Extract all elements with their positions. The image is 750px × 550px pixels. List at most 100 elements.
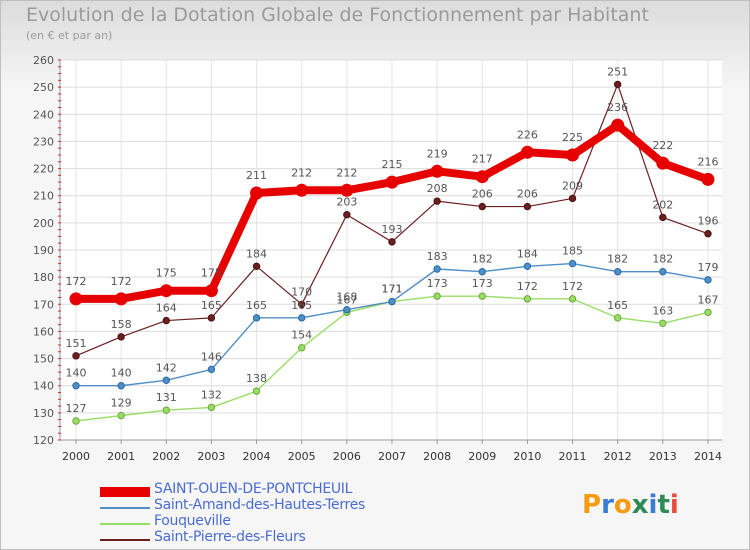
series-point-1: [252, 314, 261, 322]
series-point-1: [298, 314, 306, 322]
data-label-0: 175: [201, 267, 222, 280]
data-label-2: 154: [291, 329, 312, 342]
data-label-0: 175: [156, 267, 177, 280]
data-label-2: 131: [156, 391, 177, 404]
series-point-3: [207, 314, 216, 322]
series-point-3: [613, 80, 622, 89]
y-tick-label: 190: [33, 244, 54, 257]
data-label-0: 236: [607, 101, 628, 114]
x-tick-label: 2001: [107, 450, 135, 463]
x-tick-label: 2000: [62, 450, 90, 463]
logo-letter: t: [657, 490, 670, 520]
y-tick-label: 230: [33, 135, 54, 148]
series-point-2: [613, 314, 622, 322]
data-label-2: 173: [427, 277, 448, 290]
data-label-3: 193: [381, 223, 402, 236]
x-tick-label: 2010: [513, 450, 541, 463]
logo-letter: x: [631, 490, 649, 520]
series-point-3: [704, 230, 712, 238]
series-point-2: [523, 295, 532, 303]
series-point-1: [523, 262, 532, 270]
series-point-1: [704, 276, 712, 284]
data-label-3: 206: [517, 188, 538, 201]
series-point-0: [430, 164, 444, 178]
series-point-1: [659, 268, 667, 276]
legend-label: Saint-Pierre-des-Fleurs: [154, 529, 306, 545]
data-label-1: 171: [381, 283, 402, 296]
data-label-3: 206: [472, 188, 493, 201]
data-label-1: 182: [607, 253, 628, 266]
data-label-1: 140: [111, 367, 132, 380]
data-label-0: 216: [697, 155, 718, 168]
logo-letter: i: [669, 490, 679, 520]
series-point-0: [114, 292, 128, 306]
series-point-2: [478, 292, 486, 300]
y-tick-label: 220: [33, 163, 54, 176]
y-tick-label: 170: [33, 298, 54, 311]
logo-letter: i: [648, 490, 658, 520]
series-point-1: [117, 382, 125, 390]
chart-title: Evolution de la Dotation Globale de Fonc…: [26, 4, 649, 26]
series-point-3: [659, 213, 667, 222]
series-point-0: [159, 284, 173, 298]
data-label-2: 165: [607, 299, 628, 312]
series-point-0: [69, 292, 83, 306]
logo-letter: P: [582, 490, 602, 520]
series-point-2: [659, 319, 667, 327]
legend-swatch: [100, 523, 150, 525]
series-point-1: [478, 268, 486, 276]
data-label-2: 167: [697, 293, 718, 306]
x-tick-label: 2009: [468, 450, 496, 463]
data-label-1: 165: [291, 299, 312, 312]
legend-swatch: [100, 539, 150, 541]
data-label-3: 165: [201, 299, 222, 312]
data-label-3: 184: [246, 247, 267, 260]
proxiti-logo: Proxiti: [582, 490, 679, 520]
y-tick-label: 140: [33, 380, 54, 393]
y-tick-label: 130: [33, 407, 54, 420]
series-point-3: [343, 211, 351, 219]
series-point-3: [72, 352, 80, 360]
series-point-3: [523, 202, 532, 211]
y-tick-label: 260: [33, 54, 54, 67]
series-point-0: [566, 148, 580, 162]
logo-letter: r: [601, 490, 614, 520]
series-point-1: [433, 265, 441, 273]
series-point-3: [388, 238, 396, 246]
y-tick-label: 250: [33, 81, 54, 94]
series-point-0: [611, 118, 625, 132]
y-tick-label: 120: [33, 434, 54, 447]
data-label-1: 165: [246, 299, 267, 312]
data-label-1: 182: [472, 253, 493, 266]
data-label-3: 202: [652, 198, 673, 211]
series-point-1: [343, 306, 351, 314]
data-label-2: 132: [201, 388, 222, 401]
series-point-2: [72, 417, 80, 425]
data-label-1: 185: [562, 245, 583, 258]
logo-letter: o: [613, 490, 632, 520]
series-point-3: [568, 194, 577, 203]
series-point-2: [252, 387, 261, 395]
data-label-1: 182: [652, 253, 673, 266]
data-label-2: 163: [652, 304, 673, 317]
series-point-2: [433, 292, 441, 300]
series-point-1: [613, 268, 622, 276]
data-label-1: 142: [156, 361, 177, 374]
series-point-0: [250, 186, 264, 200]
x-tick-label: 2012: [604, 450, 632, 463]
data-label-1: 183: [427, 250, 448, 263]
data-label-0: 212: [336, 166, 357, 179]
data-label-0: 225: [562, 131, 583, 144]
data-label-1: 168: [336, 291, 357, 304]
data-label-1: 140: [66, 367, 87, 380]
x-tick-label: 2003: [197, 450, 225, 463]
x-tick-label: 2005: [288, 450, 316, 463]
data-label-0: 211: [246, 169, 267, 182]
series-point-1: [72, 382, 80, 390]
data-label-0: 226: [517, 128, 538, 141]
y-tick-label: 200: [33, 217, 54, 230]
y-tick-label: 180: [33, 271, 54, 284]
series-point-3: [252, 262, 261, 270]
series-point-3: [162, 316, 170, 325]
